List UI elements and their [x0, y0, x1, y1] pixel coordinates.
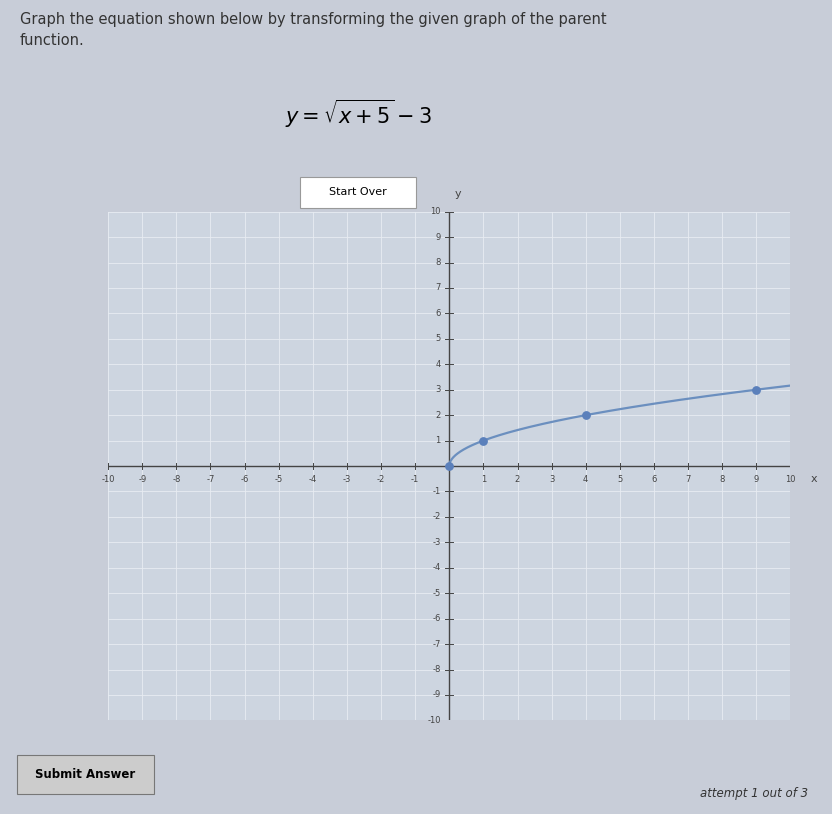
FancyBboxPatch shape [300, 177, 416, 208]
Text: -3: -3 [433, 538, 441, 547]
Text: 10: 10 [785, 475, 795, 484]
Text: -1: -1 [433, 487, 441, 496]
Point [579, 409, 592, 422]
Text: 4: 4 [583, 475, 588, 484]
Text: -6: -6 [240, 475, 249, 484]
FancyBboxPatch shape [17, 755, 154, 794]
Text: -9: -9 [138, 475, 146, 484]
Text: 2: 2 [515, 475, 520, 484]
Text: -1: -1 [411, 475, 419, 484]
Text: 8: 8 [720, 475, 725, 484]
Text: -7: -7 [433, 640, 441, 649]
Point [477, 434, 490, 447]
Text: -8: -8 [433, 665, 441, 674]
Text: 1: 1 [481, 475, 486, 484]
Text: y: y [454, 189, 461, 199]
Text: 9: 9 [435, 233, 441, 242]
Text: -10: -10 [102, 475, 115, 484]
Text: -3: -3 [343, 475, 351, 484]
Text: 9: 9 [754, 475, 759, 484]
Text: attempt 1 out of 3: attempt 1 out of 3 [700, 787, 808, 800]
Text: 5: 5 [435, 335, 441, 344]
Text: 3: 3 [549, 475, 554, 484]
Text: 8: 8 [435, 258, 441, 267]
Text: 5: 5 [617, 475, 622, 484]
Text: -8: -8 [172, 475, 181, 484]
Text: 10: 10 [430, 207, 441, 217]
Text: 6: 6 [435, 309, 441, 318]
Text: 1: 1 [435, 436, 441, 445]
Text: 7: 7 [686, 475, 691, 484]
Text: Submit Answer: Submit Answer [35, 768, 136, 781]
Text: 3: 3 [435, 385, 441, 394]
Text: Start Over: Start Over [329, 187, 387, 197]
Text: -6: -6 [433, 614, 441, 624]
Point [443, 459, 456, 472]
Text: -10: -10 [428, 716, 441, 725]
Text: 6: 6 [651, 475, 656, 484]
Text: -5: -5 [275, 475, 283, 484]
Text: 7: 7 [435, 283, 441, 292]
Text: -4: -4 [309, 475, 317, 484]
Text: Graph the equation shown below by transforming the given graph of the parent
fun: Graph the equation shown below by transf… [20, 12, 607, 48]
Point [750, 383, 763, 396]
Text: $y = \sqrt{x+5} - 3$: $y = \sqrt{x+5} - 3$ [285, 98, 432, 130]
Text: -2: -2 [433, 512, 441, 522]
Text: -7: -7 [206, 475, 215, 484]
Text: -4: -4 [433, 563, 441, 572]
Text: 2: 2 [435, 410, 441, 420]
Text: x: x [811, 474, 818, 484]
Text: -9: -9 [433, 690, 441, 699]
Text: -5: -5 [433, 589, 441, 597]
Text: 4: 4 [435, 360, 441, 369]
Text: -2: -2 [377, 475, 385, 484]
